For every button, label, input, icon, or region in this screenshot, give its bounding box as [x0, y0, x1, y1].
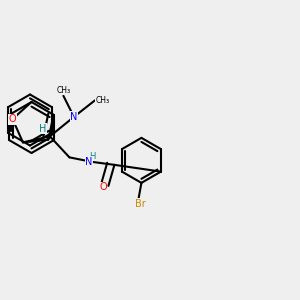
Text: H: H — [39, 124, 46, 134]
Text: Br: Br — [134, 199, 145, 209]
Text: CH₃: CH₃ — [56, 86, 70, 95]
Text: H: H — [89, 152, 95, 161]
Text: N: N — [85, 157, 93, 167]
Text: N: N — [70, 112, 78, 122]
Text: O: O — [99, 182, 107, 192]
Text: CH₃: CH₃ — [95, 96, 110, 105]
Text: O: O — [9, 114, 16, 124]
